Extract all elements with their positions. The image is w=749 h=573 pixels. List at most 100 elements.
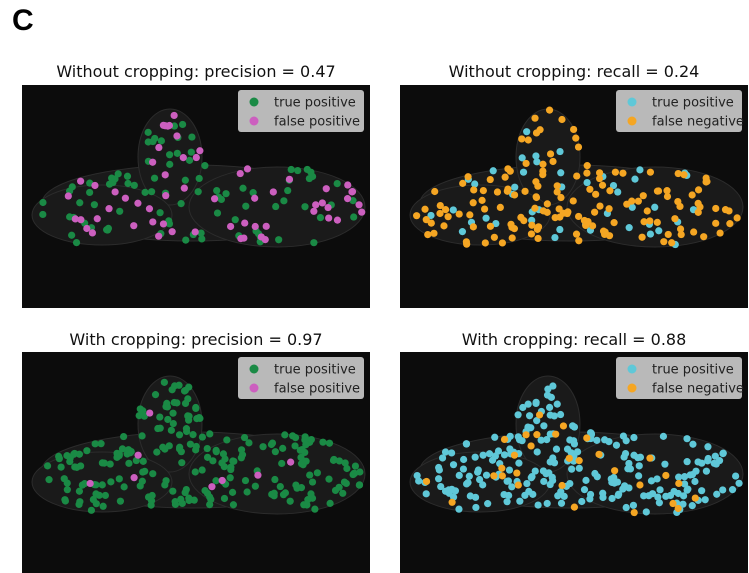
detection-dot: [97, 440, 104, 447]
detection-dot: [532, 467, 539, 474]
detection-dot: [152, 391, 159, 398]
detection-dot: [460, 465, 467, 472]
detection-dot: [501, 451, 508, 458]
detection-dot: [734, 214, 741, 221]
detection-dot: [586, 495, 593, 502]
detection-dot: [281, 431, 288, 438]
detection-dot: [592, 191, 599, 198]
detection-dot: [449, 499, 456, 506]
detection-dot: [531, 115, 538, 122]
detection-dot: [460, 456, 467, 463]
detection-dot: [662, 493, 669, 500]
detection-dot: [547, 150, 554, 157]
detection-dot: [138, 432, 145, 439]
detection-dot: [558, 116, 565, 123]
detection-dot: [584, 218, 591, 225]
detection-dot: [343, 465, 350, 472]
detection-dot: [549, 382, 556, 389]
detection-dot: [511, 184, 518, 191]
detection-dot: [487, 223, 494, 230]
detection-dot: [540, 467, 547, 474]
detection-dot: [65, 192, 72, 199]
detection-dot: [635, 472, 642, 479]
detection-dot: [136, 412, 143, 419]
detection-dot: [660, 433, 667, 440]
detection-dot: [490, 472, 497, 479]
detection-dot: [310, 208, 317, 215]
detection-dot: [193, 415, 200, 422]
detection-dot: [571, 440, 578, 447]
detection-dot: [581, 486, 588, 493]
detection-dot: [116, 208, 123, 215]
detection-dot: [178, 448, 185, 455]
detection-dot: [674, 198, 681, 205]
detection-dot: [350, 213, 357, 220]
detection-dot: [549, 158, 556, 165]
detection-dot: [566, 480, 573, 487]
detection-dot: [222, 190, 229, 197]
legend-label: true positive: [652, 363, 734, 378]
detection-dot: [86, 189, 93, 196]
detection-dot: [605, 205, 612, 212]
detection-dot: [121, 483, 128, 490]
detection-dot: [330, 457, 337, 464]
detection-dot: [323, 185, 330, 192]
detection-dot: [612, 169, 619, 176]
detection-dot: [703, 468, 710, 475]
detection-dot: [149, 470, 156, 477]
detection-dot: [571, 504, 578, 511]
detection-dot: [450, 461, 457, 468]
detection-dot: [116, 475, 123, 482]
detection-dot: [182, 387, 189, 394]
detection-dot: [157, 425, 164, 432]
detection-dot: [623, 201, 630, 208]
detection-dot: [287, 459, 294, 466]
detection-dot: [232, 216, 239, 223]
detection-dot: [77, 462, 84, 469]
detection-dot: [675, 474, 682, 481]
detection-dot: [327, 500, 334, 507]
detection-dot: [141, 189, 148, 196]
detection-dot: [651, 204, 658, 211]
detection-dot: [531, 205, 538, 212]
detection-dot: [135, 452, 142, 459]
detection-dot: [660, 238, 667, 245]
detection-dot: [497, 204, 504, 211]
detection-dot: [355, 201, 362, 208]
detection-dot: [155, 233, 162, 240]
detection-dot: [237, 235, 244, 242]
detection-dot: [509, 234, 516, 241]
detection-dot: [122, 195, 129, 202]
detection-dot: [272, 448, 279, 455]
panel-label: C: [12, 4, 34, 38]
detection-dot: [192, 404, 199, 411]
detection-dot: [623, 504, 630, 511]
detection-dot: [480, 187, 487, 194]
detection-dot: [162, 171, 169, 178]
detection-dot: [258, 233, 265, 240]
detection-dot: [523, 128, 530, 135]
detection-dot: [238, 454, 245, 461]
detection-dot: [275, 236, 282, 243]
detection-dot: [694, 458, 701, 465]
detection-dot: [470, 223, 477, 230]
legend-label: false negative: [652, 115, 744, 130]
detection-dot: [244, 165, 251, 172]
detection-dot: [614, 188, 621, 195]
legend-label: false negative: [652, 382, 744, 397]
detection-dot: [654, 188, 661, 195]
detection-dot: [549, 477, 556, 484]
detection-dot: [139, 468, 146, 475]
detection-dot: [307, 490, 314, 497]
detection-dot: [463, 440, 470, 447]
detection-dot: [161, 446, 168, 453]
detection-dot: [518, 135, 525, 142]
detection-dot: [487, 176, 494, 183]
detection-dot: [540, 422, 547, 429]
detection-dot: [223, 436, 230, 443]
detection-dot: [575, 213, 582, 220]
detection-dot: [156, 209, 163, 216]
detection-dot: [289, 432, 296, 439]
detection-dot: [556, 226, 563, 233]
detection-dot: [533, 129, 540, 136]
